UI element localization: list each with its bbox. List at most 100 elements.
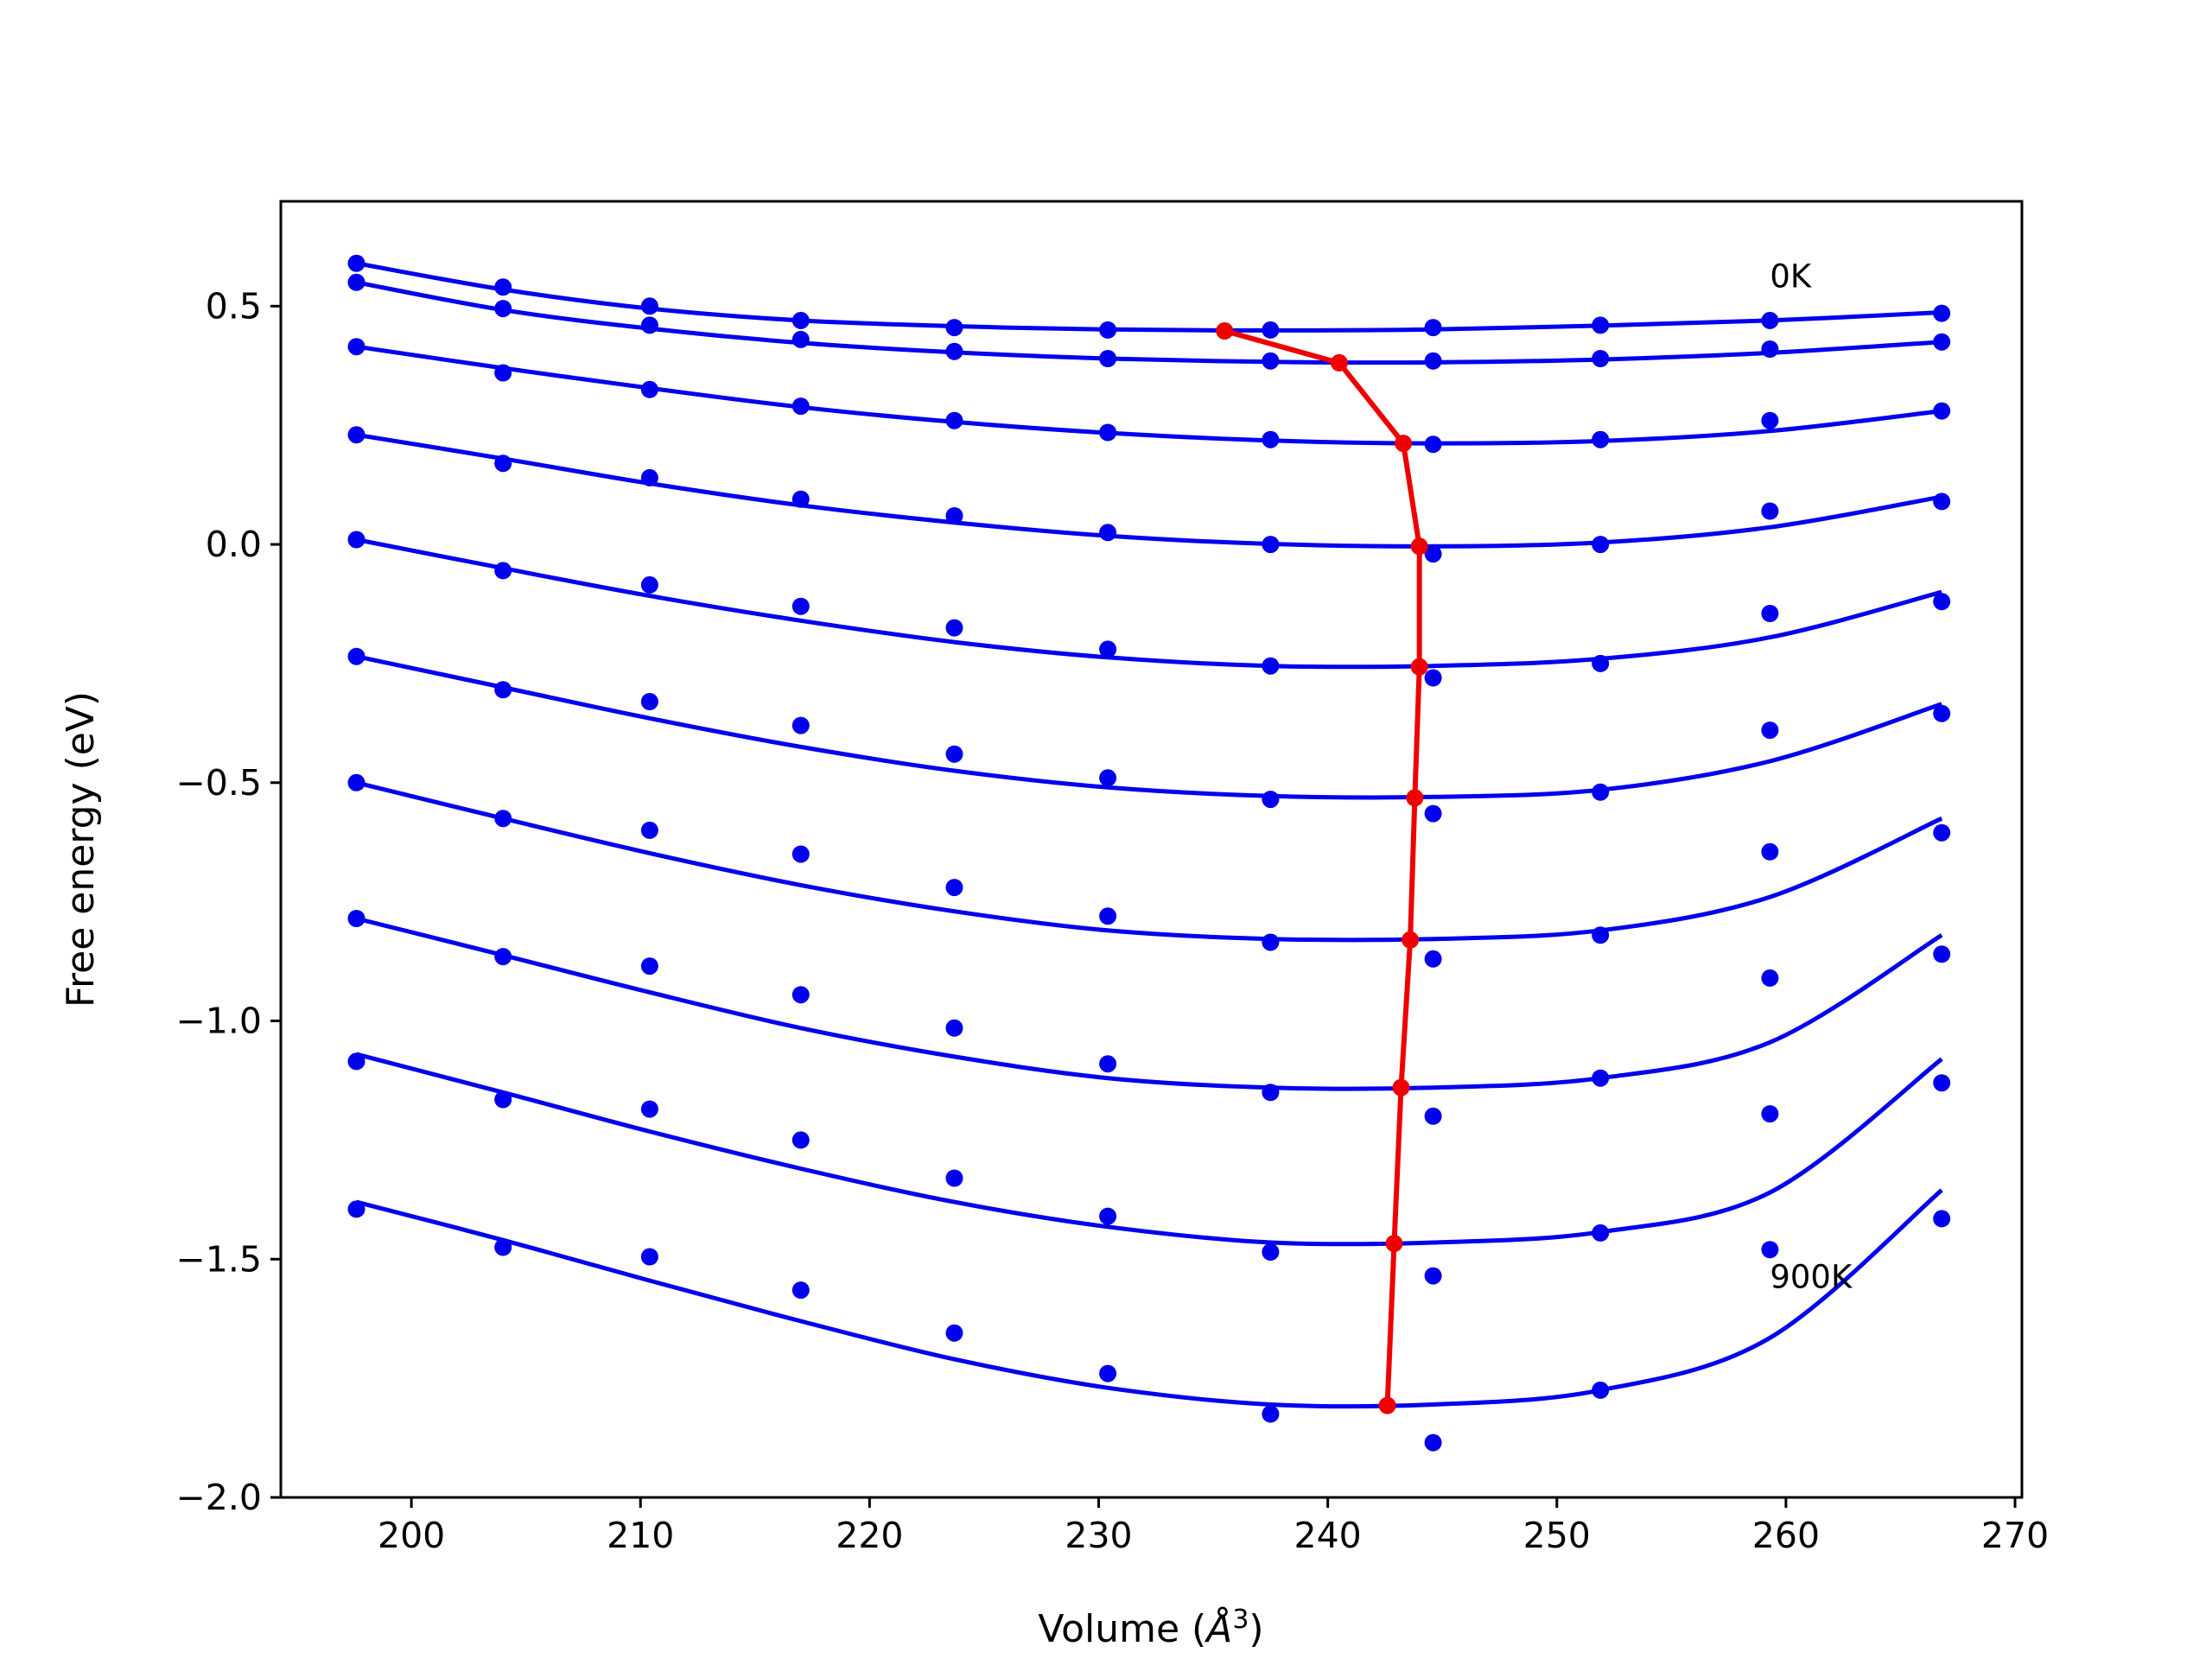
data-point-500K-3	[791, 716, 810, 734]
y-tick-label--1.5: −1.5	[175, 1238, 262, 1280]
data-point-300K-7	[1424, 545, 1442, 563]
data-point-200K-2	[640, 380, 658, 398]
data-point-300K-6	[1262, 536, 1280, 554]
data-point-600K-8	[1592, 926, 1610, 944]
minimum-point-900K	[1378, 1396, 1396, 1414]
data-point-700K-5	[1099, 1055, 1117, 1073]
x-axis-label: Volume (Å3)	[1038, 1605, 1263, 1651]
annotation-900K: 900K	[1770, 1258, 1853, 1295]
x-tick-label-260: 260	[1752, 1515, 1820, 1556]
data-point-100K-0	[347, 273, 365, 291]
data-point-100K-10	[1933, 333, 1951, 351]
minimum-point-500K	[1406, 789, 1424, 807]
data-point-500K-4	[945, 745, 963, 763]
data-point-0K-4	[945, 319, 963, 337]
data-point-200K-7	[1424, 435, 1442, 454]
data-point-200K-3	[791, 397, 810, 416]
data-point-200K-1	[494, 364, 512, 382]
data-point-700K-4	[945, 1019, 963, 1037]
data-point-700K-3	[791, 986, 810, 1004]
data-point-600K-4	[945, 879, 963, 897]
curve-annotations: 0K 900K	[1770, 257, 1853, 1295]
y-tick-label--1: −1.0	[175, 1001, 262, 1042]
data-point-500K-7	[1424, 804, 1442, 823]
data-point-600K-1	[494, 810, 512, 828]
data-point-500K-10	[1933, 704, 1951, 722]
data-point-900K-3	[791, 1281, 810, 1300]
data-point-200K-6	[1262, 430, 1280, 448]
data-point-400K-9	[1761, 605, 1779, 622]
minimum-point-200K	[1395, 435, 1413, 453]
y-tick-label--2: −2.0	[175, 1477, 262, 1518]
minimum-line	[1224, 328, 1422, 1406]
data-point-700K-1	[494, 948, 512, 966]
data-point-0K-6	[1262, 321, 1280, 339]
data-point-400K-2	[640, 575, 658, 594]
data-point-500K-2	[640, 693, 658, 710]
data-point-400K-5	[1099, 640, 1117, 658]
data-point-900K-7	[1424, 1433, 1442, 1452]
data-point-400K-3	[791, 597, 810, 615]
data-point-900K-10	[1933, 1210, 1951, 1228]
fit-curves	[355, 261, 1943, 1409]
data-point-0K-7	[1424, 319, 1442, 337]
data-point-400K-6	[1262, 657, 1280, 675]
data-point-900K-8	[1592, 1381, 1610, 1399]
data-point-700K-10	[1933, 945, 1951, 963]
data-point-0K-5	[1099, 321, 1117, 339]
data-point-700K-9	[1761, 969, 1779, 987]
data-point-100K-7	[1424, 352, 1442, 370]
data-points	[347, 254, 1951, 1452]
data-point-600K-7	[1424, 950, 1442, 968]
data-point-700K-0	[347, 910, 365, 927]
data-point-0K-3	[791, 311, 810, 329]
x-tick-label-200: 200	[378, 1515, 445, 1556]
y-tick-label-0.5: 0.5	[206, 285, 262, 327]
data-point-800K-9	[1761, 1105, 1779, 1123]
data-point-0K-8	[1592, 316, 1610, 334]
data-point-700K-6	[1262, 1084, 1280, 1102]
fit-curve-600K	[355, 780, 1943, 943]
data-point-800K-0	[347, 1052, 365, 1071]
x-tick-label-220: 220	[836, 1515, 903, 1556]
data-point-200K-0	[347, 338, 365, 356]
data-point-0K-0	[347, 254, 365, 272]
data-point-500K-8	[1592, 783, 1610, 801]
data-point-200K-9	[1761, 411, 1779, 429]
data-point-200K-5	[1099, 423, 1117, 442]
data-point-300K-0	[347, 426, 365, 444]
data-point-900K-6	[1262, 1405, 1280, 1423]
data-point-600K-9	[1761, 842, 1779, 861]
plot-frame	[279, 200, 2024, 1499]
data-point-600K-5	[1099, 907, 1117, 925]
data-point-800K-2	[640, 1100, 658, 1118]
data-point-300K-3	[791, 490, 810, 508]
data-point-100K-9	[1761, 340, 1779, 358]
data-point-300K-5	[1099, 524, 1117, 542]
x-tick-label-230: 230	[1065, 1515, 1132, 1556]
data-point-200K-10	[1933, 402, 1951, 420]
y-axis-ticks: 0.5 0.0 −0.5 −1.0 −1.5 −2.0	[175, 285, 281, 1518]
data-point-800K-7	[1424, 1267, 1442, 1285]
minimum-point-300K	[1410, 537, 1428, 556]
fit-curve-500K	[355, 654, 1942, 800]
data-point-500K-1	[494, 681, 512, 699]
fit-curve-300K	[356, 432, 1942, 549]
fit-curve-900K	[355, 1188, 1943, 1409]
data-point-700K-7	[1424, 1107, 1442, 1125]
data-point-100K-8	[1592, 350, 1610, 367]
data-point-300K-8	[1592, 536, 1610, 554]
data-point-900K-1	[494, 1238, 512, 1256]
data-point-600K-2	[640, 821, 658, 839]
data-point-700K-2	[640, 957, 658, 976]
data-point-800K-6	[1262, 1243, 1280, 1261]
data-point-200K-8	[1592, 430, 1610, 448]
data-point-800K-10	[1933, 1074, 1951, 1092]
data-point-100K-6	[1262, 352, 1280, 370]
data-point-800K-3	[791, 1131, 810, 1149]
data-point-600K-6	[1262, 933, 1280, 951]
x-tick-label-240: 240	[1294, 1515, 1362, 1556]
x-axis-ticks: 200 210 220 230 240 250 260 270	[378, 1497, 2049, 1556]
minimum-point-400K	[1410, 658, 1428, 676]
